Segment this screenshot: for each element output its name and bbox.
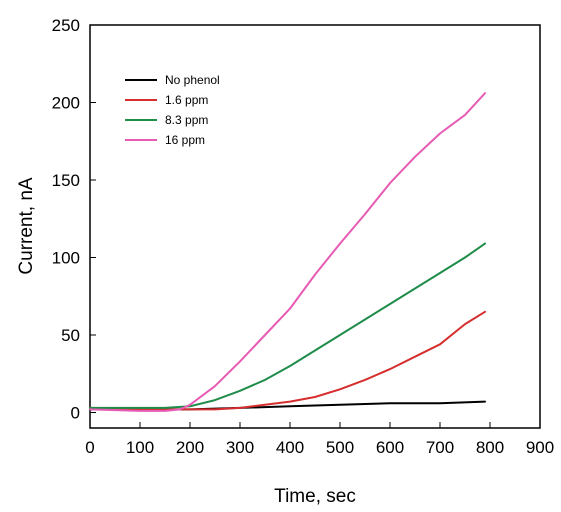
y-axis-title: Current, nA	[16, 177, 37, 274]
x-tick-label: 700	[426, 438, 454, 457]
x-tick-label: 800	[476, 438, 504, 457]
x-tick-label: 600	[376, 438, 404, 457]
x-tick-label: 400	[276, 438, 304, 457]
plot-frame	[89, 24, 541, 429]
x-tick-label: 100	[126, 438, 154, 457]
y-tick-label: 200	[52, 94, 80, 113]
legend-label: 16 ppm	[165, 133, 205, 147]
legend: No phenol 1.6 ppm 8.3 ppm 16 ppm	[125, 73, 220, 147]
x-tick-label: 300	[226, 438, 254, 457]
y-axis: 0 50 100 150 200 250	[52, 16, 96, 423]
legend-label: No phenol	[165, 73, 220, 87]
y-tick-label: 250	[52, 16, 80, 35]
series-lines	[89, 92, 486, 412]
x-tick-label: 200	[176, 438, 204, 457]
series-line-16-ppm	[89, 92, 486, 412]
x-tick-label: 0	[85, 438, 94, 457]
x-axis: 0 100 200 300 400 500 600 700 800 900	[85, 422, 554, 457]
y-tick-label: 50	[61, 326, 80, 345]
x-tick-label: 900	[526, 438, 554, 457]
y-tick-label: 100	[52, 249, 80, 268]
series-line-1-6-ppm	[89, 310, 486, 411]
series-line-8-3-ppm	[89, 242, 486, 409]
y-tick-label: 150	[52, 171, 80, 190]
x-tick-label: 500	[326, 438, 354, 457]
x-axis-title: Time, sec	[274, 486, 356, 507]
y-tick-label: 0	[71, 404, 80, 423]
legend-label: 1.6 ppm	[165, 93, 208, 107]
legend-label: 8.3 ppm	[165, 113, 208, 127]
